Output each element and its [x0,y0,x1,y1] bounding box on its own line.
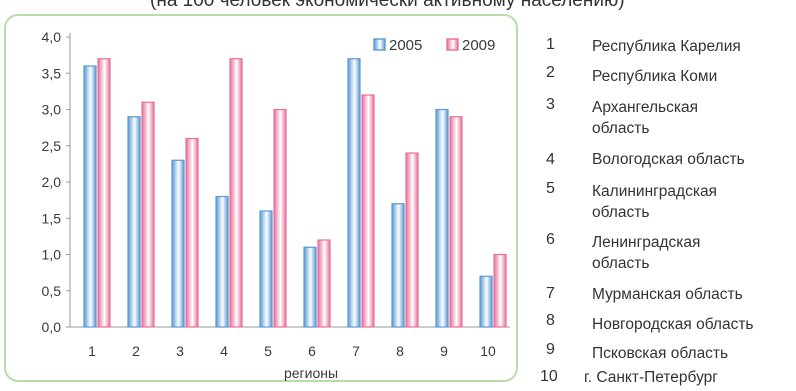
x-tick-label: 5 [264,343,272,359]
region-number: 2 [546,64,555,81]
x-tick-label: 3 [176,343,184,359]
region-number: 5 [546,180,555,197]
bar-2009-2 [141,101,155,328]
y-tick-label: 4,0 [42,29,62,45]
bar-2009-8 [405,152,419,328]
bar-2005-4 [215,195,229,328]
region-number: 10 [540,368,558,385]
bar-chart: 0,0 0,5 1,0 1,5 2,0 2,5 3,0 3,5 4,0 1 2 3 4 5 6 7 8 9 10 ре… [42,29,510,381]
region-number: 9 [546,341,555,358]
bar-2005-8 [391,203,405,328]
bar-2005-10 [479,275,493,328]
legend-label-2005: 2005 [389,37,422,54]
region-number: 1 [546,36,555,53]
y-tick-label: 3,5 [42,65,62,81]
region-name: Республика Коми [592,68,718,85]
bar-2009-4 [229,58,243,328]
y-tick-label: 0,5 [42,283,62,299]
x-tick-label: 7 [352,343,360,359]
region-name: Республика Карелия [592,38,741,55]
bar-2005-2 [127,116,141,328]
y-tick-label: 1,5 [42,210,62,226]
bar-2009-3 [185,137,199,328]
bar-2005-5 [259,210,273,328]
x-tick-label: 4 [220,343,228,359]
x-tick-label: 8 [396,343,404,359]
region-number: 3 [546,96,555,113]
x-tick-label: 6 [308,343,316,359]
region-number: 8 [546,312,555,329]
y-tick-label: 2,0 [42,174,62,190]
y-tick-label: 3,0 [42,102,62,118]
bar-2005-6 [303,246,317,328]
y-tick-label: 1,0 [42,247,62,263]
region-name: Вологодская область [592,151,745,168]
bar-2009-9 [449,116,463,328]
x-tick-label: 1 [88,343,96,359]
bar-2005-3 [171,159,185,328]
bar-2009-1 [97,58,111,328]
chart-header: (на 100 человек экономически активному н… [0,0,796,14]
y-tick-label: 2,5 [42,138,62,154]
bar-2009-5 [273,108,287,328]
region-name: Мурманская область [592,286,743,303]
bar-2005-9 [435,108,449,328]
region-name: Калининградская область [592,183,717,221]
bar-2009-10 [493,253,507,328]
bar-2005-1 [83,65,97,328]
region-number: 4 [546,151,555,168]
legend-label-2009: 2009 [462,37,495,54]
y-tick-label: 0,0 [42,319,62,335]
region-name: Псковская область [592,345,729,362]
region-name: г. Санкт-Петербург [584,369,718,386]
x-tick-label: 2 [132,343,140,359]
region-name: Архангельская область [592,99,698,137]
x-axis-label: регионы [284,365,338,381]
region-name: Ленинградская область [592,234,701,272]
header-text: (на 100 человек экономически активному н… [150,0,625,11]
x-tick-label: 9 [440,343,448,359]
bar-2005-7 [347,58,361,328]
x-tick-label: 10 [480,343,496,359]
bar-2009-7 [361,94,375,328]
region-number: 6 [546,231,555,248]
legend-swatch-2009 [446,38,459,51]
legend-swatch-2005 [373,38,386,51]
bar-2009-6 [317,239,331,328]
region-name: Новгородская область [592,316,754,333]
region-number: 7 [546,285,555,302]
